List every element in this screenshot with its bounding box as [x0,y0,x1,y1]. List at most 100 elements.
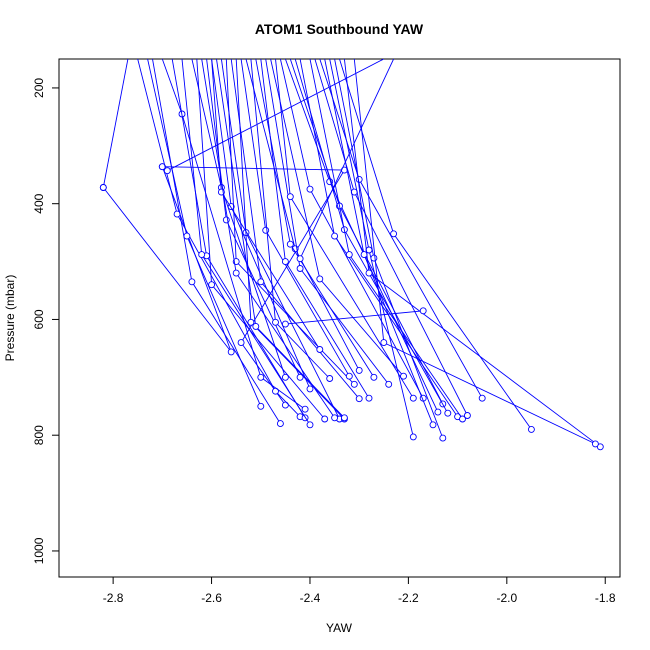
series-27 [284,59,442,416]
series-38 [343,59,604,451]
data-point [306,385,314,393]
series-line [285,310,424,325]
series-2 [158,163,348,409]
data-point [281,258,289,266]
data-point [321,415,329,423]
series-11 [206,59,304,381]
data-point [345,372,353,380]
data-point [459,415,466,423]
data-point [286,240,294,248]
data-point [596,443,604,451]
data-point [208,281,216,289]
data-point [163,167,171,175]
data-point [370,373,378,381]
series-20 [250,59,334,382]
series-line [162,166,346,406]
series-13 [211,59,314,393]
series-line [299,59,395,259]
data-point [286,193,294,201]
series-40 [296,59,395,263]
series-30 [299,59,462,421]
data-point [252,322,260,330]
data-point [183,232,191,240]
series-43 [201,59,339,422]
series-10 [196,59,329,423]
series-8 [181,59,314,429]
data-point [232,269,240,277]
y-tick-label: 400 [32,193,46,213]
data-point [444,409,452,417]
data-point [306,185,314,193]
data-point [370,254,378,262]
y-axis-label: Pressure (mbar) [3,275,17,362]
series-37 [339,59,535,433]
data-point [419,307,427,315]
data-point [355,395,363,403]
data-point [237,339,245,347]
data-point [340,414,348,422]
series-39 [353,59,599,448]
series-line [235,59,345,420]
data-point [198,251,206,259]
data-point [281,320,289,328]
data-point [272,318,279,326]
series-0 [99,59,129,191]
series-41 [281,307,427,328]
data-point [188,278,196,286]
data-point [296,265,304,272]
data-point [434,408,442,416]
data-point [345,251,353,259]
data-point [527,425,535,433]
series-28 [289,59,447,408]
y-tick-label: 600 [32,309,46,329]
series-4 [147,59,265,410]
data-point [350,380,358,388]
series-layer [99,59,604,451]
chart-title: ATOM1 Southbound YAW [255,21,424,37]
series-21 [255,59,378,381]
series-line [161,59,306,410]
x-axis-label: YAW [326,621,353,635]
x-tick-label: -2.0 [496,591,517,605]
series-6 [161,59,309,413]
data-point [257,278,265,286]
series-36 [334,59,447,442]
data-point [331,414,339,422]
y-tick-label: 1000 [32,537,46,564]
data-point [409,433,417,441]
data-point [380,339,388,347]
data-point [439,434,447,442]
x-tick-label: -2.6 [201,591,222,605]
series-line [299,59,458,417]
data-point [365,269,373,277]
data-point [227,348,235,356]
data-point [316,275,324,283]
data-point [355,366,363,374]
x-tick-label: -2.2 [398,591,419,605]
series-line [102,59,129,188]
series-line [260,59,370,399]
series-line [201,59,335,419]
data-point [316,346,324,353]
data-point [591,440,599,448]
plot-frame [58,58,621,578]
series-line [152,59,281,424]
x-axis: -2.8 -2.6 -2.4 -2.2 -2.0 -1.8 [103,576,616,605]
series-1 [99,163,235,356]
y-axis: 200 400 600 800 1000 [32,78,60,564]
data-point [99,184,107,191]
series-16 [230,59,363,403]
series-line [294,59,449,414]
data-point [306,421,314,429]
series-line [102,166,232,353]
data-point [409,394,417,402]
series-12 [163,59,385,175]
series-32 [314,59,471,419]
series-line [343,59,601,448]
data-point [257,373,265,381]
series-31 [309,59,466,423]
x-tick-label: -2.4 [300,591,321,605]
series-7 [171,59,309,422]
series-44 [216,59,348,422]
data-point [400,372,407,380]
